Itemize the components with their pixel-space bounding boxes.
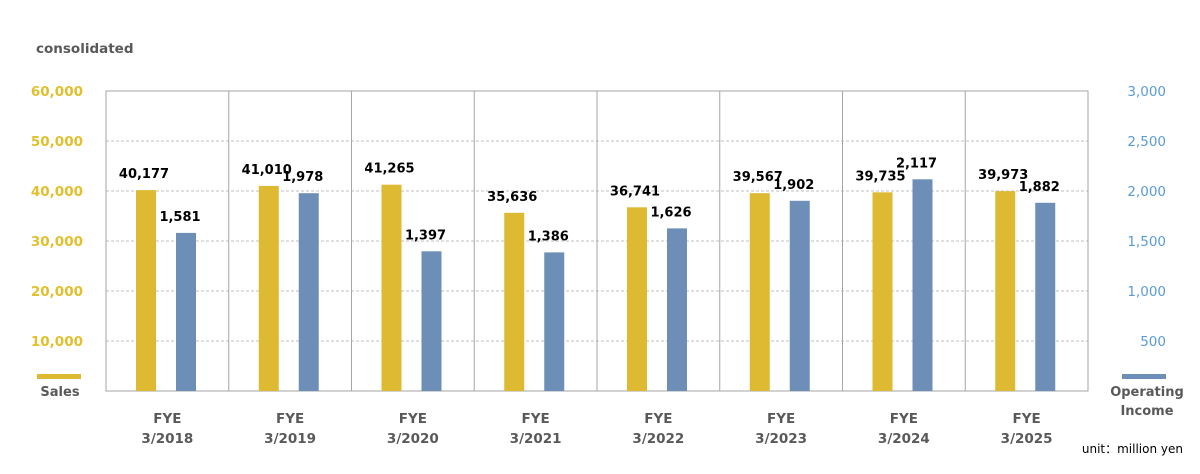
bar-sales [504,212,525,391]
y-left-tick-label: 60,000 [31,84,83,100]
y-right-tick-label: 1,500 [1127,234,1166,250]
value-label-operating-income: 1,581 [159,210,200,225]
bar-operating-income [912,179,933,391]
value-label-sales: 41,010 [242,163,292,178]
plot-frame [105,90,1089,392]
chart-subtitle: consolidated [36,41,134,57]
x-tick-label-line2: 3/2020 [387,431,439,447]
x-tick-label-line2: 3/2022 [632,431,684,447]
bar-operating-income [176,232,196,391]
x-tick-label-line1: FYE [276,411,304,427]
grid-layer [105,90,1089,392]
x-tick-label-line1: FYE [767,411,795,427]
value-label-sales: 39,973 [978,168,1028,183]
unit-note: unit：million yen [1082,442,1183,456]
y-left-tick-label: 50,000 [31,134,83,150]
x-tick-label-line2: 3/2024 [878,431,930,447]
bar-sales [627,207,647,391]
bar-sales [258,185,279,391]
x-tick-label-line1: FYE [153,411,181,427]
value-label-sales: 39,567 [733,170,783,185]
y-right-tick-label: 2,000 [1127,184,1166,200]
x-tick-label-line1: FYE [399,411,427,427]
bar-sales [136,190,156,391]
bar-operating-income [298,193,319,391]
y-left-tick-label: 20,000 [31,284,83,300]
legend-sales-label: Sales [40,385,79,400]
bar-operating-income [667,228,687,391]
value-label-sales: 35,636 [487,190,537,205]
value-label-operating-income: 1,386 [528,229,569,244]
bar-sales [995,191,1016,391]
y-left-tick-label: 10,000 [31,334,83,350]
bars-layer [136,179,1056,391]
x-tick-label-line2: 3/2023 [755,431,807,447]
value-label-operating-income: 1,882 [1019,180,1060,195]
axis-layer: 10,000 20,000 30,000 40,000 50,000 60,000 500 1… [31,84,1166,447]
legend-operating-income-swatch [1122,374,1166,379]
value-label-sales: 41,265 [364,162,414,177]
value-label-operating-income: 1,902 [773,178,814,193]
y-right-tick-label: 3,000 [1127,84,1166,100]
value-label-operating-income: 1,397 [405,228,446,243]
value-label-sales: 39,735 [855,169,905,184]
y-right-tick-label: 2,500 [1127,134,1166,150]
x-tick-label-line2: 3/2021 [510,431,562,447]
x-tick-label-line2: 3/2018 [141,431,193,447]
value-label-operating-income: 2,117 [896,156,937,171]
bar-operating-income [421,251,442,391]
bar-operating-income [544,252,565,391]
bar-operating-income [789,200,810,391]
y-right-tick-label: 500 [1140,334,1166,350]
value-label-sales: 36,741 [610,184,660,199]
y-left-tick-label: 30,000 [31,234,83,250]
y-right-tick-label: 1,000 [1127,284,1166,300]
value-label-operating-income: 1,978 [282,170,323,185]
bar-sales [749,193,770,391]
value-label-operating-income: 1,626 [650,205,691,220]
x-tick-label-line1: FYE [522,411,550,427]
x-tick-label-line1: FYE [890,411,918,427]
x-tick-label-line2: 3/2019 [264,431,316,447]
bar-sales [381,184,402,391]
bar-sales [872,192,893,391]
x-tick-label-line1: FYE [644,411,672,427]
x-tick-label-line1: FYE [1013,411,1041,427]
legend-operating-income-label-line2: Income [1120,404,1173,419]
legend-operating-income-label-line1: Operating [1110,385,1184,400]
x-tick-label-line2: 3/2025 [1001,431,1053,447]
legend-sales-swatch [37,374,81,379]
y-left-tick-label: 40,000 [31,184,83,200]
value-label-sales: 40,177 [119,167,169,182]
bar-operating-income [1035,202,1056,391]
